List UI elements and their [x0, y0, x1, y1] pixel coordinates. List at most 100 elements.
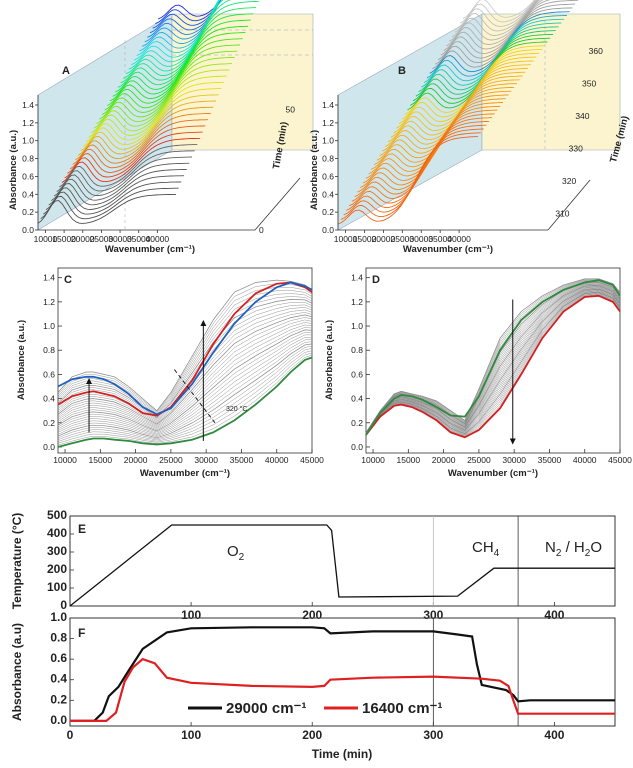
highlight-spectrum-0: [57, 356, 313, 448]
waterfall-trace: [448, 0, 539, 42]
x-tick-label: 35000: [127, 234, 151, 244]
y-tick-label: 0.4: [322, 189, 334, 199]
x-tick-label: 40000: [573, 455, 597, 465]
y-tick-label: 1.0: [351, 321, 363, 331]
waterfall-trace: [45, 175, 185, 211]
y-tick-label: 500: [47, 508, 67, 522]
x-tick-label: 35000: [230, 455, 254, 465]
spectrum-curve: [57, 334, 312, 434]
spectrum-curve: [365, 293, 621, 436]
x-tick-label: 200: [302, 608, 322, 622]
panel-f-plot: 0 100 200 300 400 0.0 0.2 0.4 0.6 0.8 1.0: [50, 610, 615, 742]
spectrum-curve: [57, 286, 313, 414]
x-tick-label: 15000: [397, 455, 421, 465]
waterfall-trace: [83, 88, 222, 147]
spectrum-curve: [365, 287, 621, 434]
x-tick-label: 10000: [361, 455, 385, 465]
y-tick-label: 0.8: [50, 631, 67, 645]
spectrum-curve: [57, 304, 313, 420]
panel-d-frame: [365, 267, 621, 454]
waterfall-trace: [462, 0, 535, 19]
y-tick-label: 0.2: [43, 418, 55, 428]
y-tick-label: 200: [47, 562, 67, 576]
highlight-spectrum-1: [365, 279, 621, 436]
x-tick-label: 15000: [89, 455, 113, 465]
y-tick-label: 0.0: [43, 442, 55, 452]
y-tick-label: 0.2: [351, 418, 363, 428]
spectrum-curve: [57, 290, 313, 415]
y-tick-label: 1.4: [43, 273, 55, 283]
panel-f-label: F: [78, 626, 85, 640]
waterfall-trace: [337, 136, 479, 225]
waterfall-trace: [91, 69, 230, 133]
spectrum-curve: [57, 317, 313, 426]
x-tick-label: 0: [67, 728, 74, 742]
x-tick-label: 30000: [194, 455, 218, 465]
panel-c: 10000 15000 20000 25000 30000 35000 40000 45000…: [16, 267, 324, 479]
panel-c-label: C: [64, 274, 72, 286]
y-tick-label: 100: [47, 580, 67, 594]
y-tick-label: 0: [60, 598, 67, 612]
panel-c-ylabel: Absorbance (a.u.): [16, 320, 27, 400]
y-tick-label: 1.0: [43, 321, 55, 331]
panel-c-frame: [57, 267, 313, 454]
x-tick-label: 15000: [52, 234, 76, 244]
panel-a-xlabel: Wavenumber (cm⁻¹): [105, 244, 195, 255]
z-tick-label: 330: [569, 144, 583, 154]
y-tick-label: 0.8: [22, 154, 34, 164]
spectrum-curve: [365, 290, 621, 435]
panel-b-spectra: [337, 0, 579, 225]
z-tick-label: 350: [582, 79, 596, 89]
panel-e-frame: [69, 515, 616, 607]
waterfall-trace: [340, 132, 481, 220]
spectrum-curve: [57, 343, 313, 439]
spectrum-curve: [57, 299, 313, 418]
y-tick-label: 0.8: [43, 345, 55, 355]
spectrum-curve: [365, 291, 621, 435]
waterfall-trace: [457, 0, 537, 29]
spectrum-curve: [57, 293, 313, 416]
panel-b-label: B: [398, 65, 406, 77]
x-tick-label: 400: [544, 728, 564, 742]
spectrum-curve: [57, 279, 313, 412]
panel-d-ylabel: Absorbance (a.u.): [324, 320, 335, 400]
panel-c-plot: 10000 15000 20000 25000 30000 35000 40000 45000…: [43, 273, 324, 465]
x-tick-label: 40000: [146, 234, 170, 244]
y-tick-label: 0.2: [322, 207, 334, 217]
waterfall-trace: [51, 162, 190, 201]
absorbance-line-1: [70, 657, 615, 723]
y-tick-label: 0.4: [50, 672, 67, 686]
highlight-spectrum-2: [57, 281, 313, 416]
waterfall-trace: [104, 38, 243, 111]
waterfall-trace: [157, 0, 222, 20]
y-tick-label: 0.8: [322, 154, 334, 164]
z-tick-label: 340: [575, 111, 589, 121]
z-tick-label: 310: [555, 209, 569, 219]
spectrum-curve: [365, 287, 621, 434]
spectrum-curve: [365, 285, 621, 434]
x-tick-label: 20000: [432, 455, 456, 465]
panel-b-top-wall: [481, 13, 621, 151]
y-tick-label: 300: [47, 544, 67, 558]
spectrum-curve: [365, 293, 621, 436]
highlight-spectrum-0: [365, 294, 621, 439]
y-tick-label: 0.4: [351, 394, 363, 404]
panel-e-ch4-label: CH4: [472, 539, 500, 559]
panel-f-legend: 29000 cm⁻¹ 16400 cm⁻¹: [188, 700, 442, 717]
spectrum-curve: [365, 291, 621, 435]
spectrum-curve: [57, 352, 313, 444]
panel-f-xlabel: Time (min): [312, 747, 372, 761]
waterfall-trace: [85, 81, 225, 143]
panel-c-annotation: 320 °C: [226, 405, 247, 413]
spectrum-curve: [57, 345, 313, 440]
x-tick-label: 30000: [502, 455, 526, 465]
y-tick-label: 0.0: [22, 225, 34, 235]
panel-f: 0 100 200 300 400 0.0 0.2 0.4 0.6 0.8 1.0 F Time (…: [10, 610, 616, 761]
y-tick-label: 1.0: [322, 136, 334, 146]
x-tick-label: 25000: [159, 455, 183, 465]
y-tick-label: 1.0: [22, 136, 34, 146]
waterfall-trace: [109, 25, 249, 102]
